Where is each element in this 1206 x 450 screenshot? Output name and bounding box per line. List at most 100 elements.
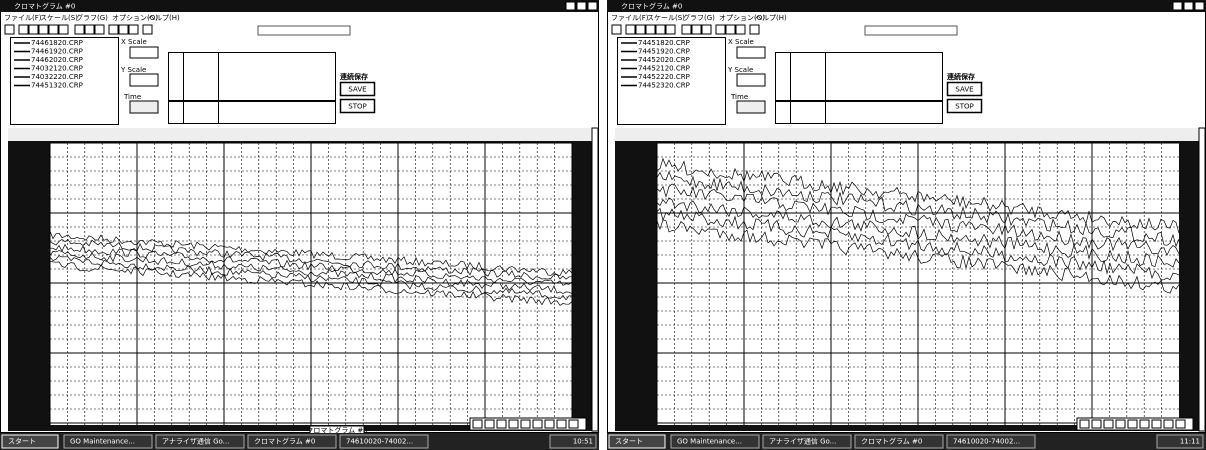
plot-tool[interactable]: [1127, 419, 1138, 429]
plot-tool[interactable]: [1115, 419, 1126, 429]
menu-item[interactable]: スケール(S): [40, 14, 78, 22]
file-name[interactable]: 74032120.CRP: [31, 65, 83, 73]
menu-item[interactable]: オプション(O): [719, 14, 765, 22]
toolbar-button[interactable]: [725, 24, 736, 35]
taskbar-item-label[interactable]: クロマトグラム #0: [861, 437, 922, 446]
minimized-label[interactable]: クロマトグラム #0: [306, 426, 367, 435]
plot-tool[interactable]: [484, 419, 495, 429]
toolbar-button[interactable]: [38, 24, 49, 35]
toolbar-button[interactable]: [735, 24, 746, 35]
window-button[interactable]: [565, 1, 576, 11]
start-label[interactable]: スタート: [615, 437, 643, 446]
x-scale-buttons[interactable]: [129, 46, 159, 59]
plot-tool[interactable]: [1091, 419, 1102, 429]
y-scale-buttons[interactable]: [736, 73, 766, 87]
taskbar-item-label[interactable]: 74610020-74002...: [953, 438, 1020, 446]
taskbar-item[interactable]: [946, 434, 1036, 449]
taskbar-item[interactable]: [247, 434, 337, 449]
toolbar-button[interactable]: [625, 24, 636, 35]
taskbar-item-label[interactable]: アナライザ通信 Go...: [769, 437, 836, 446]
save-button[interactable]: [946, 81, 983, 97]
time-buttons[interactable]: [736, 100, 766, 114]
plot-tool[interactable]: [1139, 419, 1150, 429]
stop-button[interactable]: [946, 98, 983, 114]
plot-tool[interactable]: [1151, 419, 1162, 429]
window-button[interactable]: [1183, 1, 1194, 11]
toolbar-button[interactable]: [691, 24, 702, 35]
taskbar-item-label[interactable]: GO Maintenance...: [70, 438, 135, 446]
plot-tool[interactable]: [544, 419, 555, 429]
scrollbar[interactable]: [591, 127, 599, 432]
start-button[interactable]: [1, 434, 59, 449]
toolbar-button[interactable]: [715, 24, 726, 35]
taskbar-item[interactable]: [155, 434, 245, 449]
x-scale-buttons[interactable]: [736, 46, 766, 59]
file-name[interactable]: 74451920.CRP: [638, 48, 690, 56]
start-button[interactable]: [608, 434, 666, 449]
window-button[interactable]: [576, 1, 587, 11]
file-name[interactable]: 74452120.CRP: [638, 65, 690, 73]
toolbar-button[interactable]: [749, 24, 760, 35]
taskbar-item[interactable]: [762, 434, 852, 449]
menu-item[interactable]: ファイル(F): [611, 14, 649, 22]
scrollbar[interactable]: [1198, 127, 1206, 432]
file-name[interactable]: 74461820.CRP: [31, 39, 83, 47]
plot-tool[interactable]: [520, 419, 531, 429]
toolbar-button[interactable]: [4, 24, 15, 35]
plot-tool[interactable]: [532, 419, 543, 429]
file-name[interactable]: 74462020.CRP: [31, 56, 83, 64]
file-name[interactable]: 74452220.CRP: [638, 73, 690, 81]
taskbar-item-label[interactable]: クロマトグラム #0: [254, 437, 315, 446]
y-scale-buttons[interactable]: [129, 73, 159, 87]
menu-item[interactable]: オプション(O): [112, 14, 158, 22]
save-label[interactable]: SAVE: [955, 86, 973, 94]
toolbar-button[interactable]: [635, 24, 646, 35]
file-name[interactable]: 74452320.CRP: [638, 82, 690, 90]
file-name[interactable]: 74451820.CRP: [638, 39, 690, 47]
toolbar-button[interactable]: [94, 24, 105, 35]
toolbar-button[interactable]: [84, 24, 95, 35]
plot-tool[interactable]: [1163, 419, 1174, 429]
file-name[interactable]: 74452020.CRP: [638, 56, 690, 64]
file-name[interactable]: 74032220.CRP: [31, 73, 83, 81]
stop-button[interactable]: [339, 98, 376, 114]
stop-label[interactable]: STOP: [955, 103, 973, 111]
window-button[interactable]: [1194, 1, 1205, 11]
toolbar-button[interactable]: [645, 24, 656, 35]
toolbar-button[interactable]: [701, 24, 712, 35]
toolbar-button[interactable]: [108, 24, 119, 35]
taskbar-item[interactable]: [339, 434, 429, 449]
plot-tool[interactable]: [508, 419, 519, 429]
toolbar-button[interactable]: [611, 24, 622, 35]
taskbar-item-label[interactable]: 74610020-74002...: [346, 438, 413, 446]
toolbar-button[interactable]: [74, 24, 85, 35]
menu-item[interactable]: ヘルプ(H): [148, 14, 180, 22]
taskbar-item[interactable]: [670, 434, 760, 449]
taskbar-item-label[interactable]: アナライザ通信 Go...: [162, 437, 229, 446]
text-field[interactable]: [257, 25, 351, 36]
toolbar-button[interactable]: [58, 24, 69, 35]
taskbar-item[interactable]: [854, 434, 944, 449]
toolbar-button[interactable]: [681, 24, 692, 35]
time-buttons[interactable]: [129, 100, 159, 114]
file-name[interactable]: 74451320.CRP: [31, 82, 83, 90]
menu-item[interactable]: スケール(S): [647, 14, 685, 22]
menu-item[interactable]: ファイル(F): [4, 14, 42, 22]
text-field[interactable]: [864, 25, 958, 36]
save-label[interactable]: SAVE: [348, 86, 366, 94]
plot-tool[interactable]: [1079, 419, 1090, 429]
toolbar-button[interactable]: [142, 24, 153, 35]
plot-tool[interactable]: [1103, 419, 1114, 429]
taskbar-item-label[interactable]: GO Maintenance...: [677, 438, 742, 446]
toolbar-button[interactable]: [665, 24, 676, 35]
toolbar-button[interactable]: [655, 24, 666, 35]
plot-tool[interactable]: [556, 419, 567, 429]
menu-item[interactable]: グラフ(G): [76, 13, 108, 22]
toolbar-button[interactable]: [18, 24, 29, 35]
plot-tool[interactable]: [472, 419, 483, 429]
stop-label[interactable]: STOP: [348, 103, 366, 111]
plot-tool[interactable]: [496, 419, 507, 429]
plot-tool[interactable]: [1175, 419, 1186, 429]
start-label[interactable]: スタート: [8, 437, 36, 446]
window-button[interactable]: [587, 1, 598, 11]
